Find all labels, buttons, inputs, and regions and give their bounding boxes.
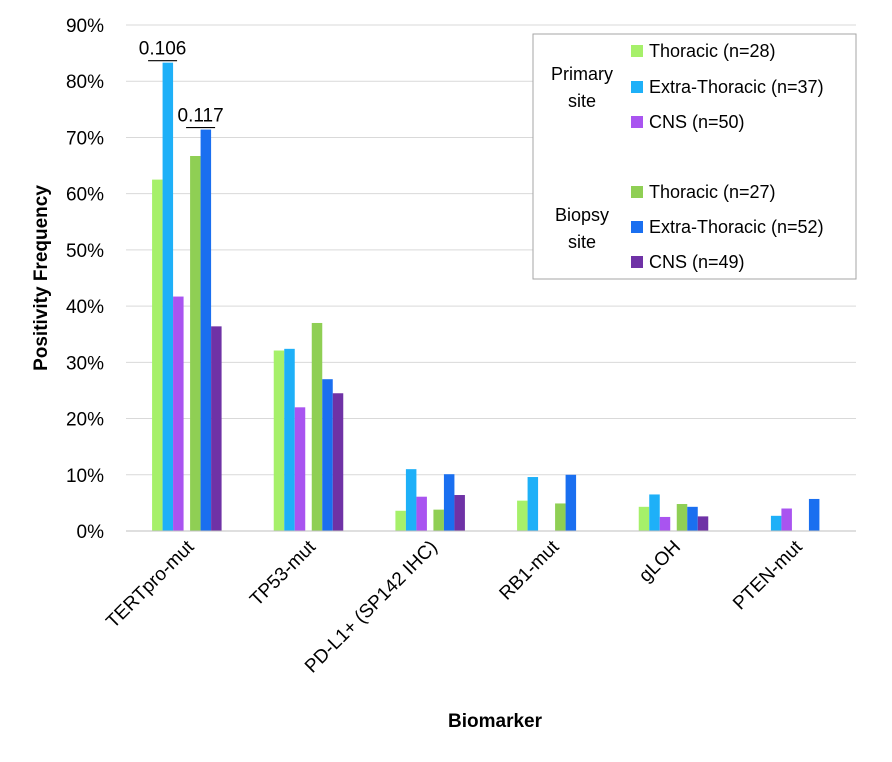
legend-label: Thoracic (n=27) (649, 182, 776, 202)
y-tick-label: 40% (66, 297, 104, 318)
y-tick-labels: 0% 10% 20% 30% 40% 50% 60% 70% 80% 90% (66, 16, 104, 543)
legend-swatch (631, 45, 643, 57)
bar (190, 155, 201, 531)
bar (284, 348, 295, 531)
x-axis-title: Biomarker (448, 711, 543, 732)
bar (173, 296, 184, 531)
gridlines (126, 24, 856, 476)
legend: Primary site Biopsy site Thoracic (n=28) Ext… (532, 33, 857, 280)
bar (649, 494, 660, 531)
legend-group-label: Biopsy (555, 205, 609, 225)
bar (555, 503, 566, 531)
legend-label: Thoracic (n=28) (649, 41, 776, 61)
bar (162, 62, 174, 532)
x-tick-label: TERTpro-mut (102, 536, 198, 632)
legend-swatch (631, 186, 643, 198)
x-tick-label: PTEN-mut (729, 536, 807, 614)
bar (395, 510, 406, 531)
y-axis-title: Positivity Frequency (31, 185, 52, 371)
bar (416, 496, 427, 531)
legend-swatch (631, 81, 643, 93)
x-tick-label: RB1-mut (496, 536, 564, 604)
bar (152, 179, 163, 531)
y-tick-label: 0% (77, 522, 105, 543)
bar (659, 516, 671, 531)
legend-swatch (631, 256, 643, 268)
x-tick-label: TP53-mut (246, 536, 320, 610)
y-tick-label: 80% (66, 72, 104, 93)
annotations: 0.106 0.117 (139, 39, 224, 129)
bar (443, 474, 455, 531)
bar (565, 474, 577, 531)
y-tick-label: 90% (66, 16, 104, 37)
legend-group-label: site (568, 232, 596, 252)
bar (273, 350, 285, 531)
bar (405, 469, 417, 531)
bar (200, 129, 212, 531)
legend-swatch (631, 116, 643, 128)
bar (527, 477, 539, 531)
bar (294, 407, 306, 531)
y-tick-label: 20% (66, 410, 104, 431)
legend-label: CNS (n=49) (649, 252, 745, 272)
legend-label: CNS (n=50) (649, 112, 745, 132)
legend-box (532, 33, 857, 280)
legend-group-label: site (568, 91, 596, 111)
legend-swatch (631, 221, 643, 233)
legend-group-label: Primary (551, 64, 613, 84)
bar (676, 504, 688, 531)
bar (687, 506, 698, 531)
x-tick-label: gLOH (635, 537, 685, 587)
bar (770, 515, 782, 531)
bar (211, 326, 222, 531)
annotation-label: 0.117 (178, 106, 224, 127)
bar (433, 509, 444, 531)
bar (808, 498, 820, 531)
bar (332, 393, 344, 531)
y-tick-label: 10% (66, 466, 104, 487)
bar (311, 322, 323, 531)
bar (697, 516, 709, 531)
bars (152, 62, 820, 532)
bar (454, 495, 465, 531)
bar (638, 506, 650, 531)
y-tick-label: 30% (66, 353, 104, 374)
legend-label: Extra-Thoracic (n=52) (649, 217, 824, 237)
legend-label: Extra-Thoracic (n=37) (649, 77, 824, 97)
bar (781, 508, 792, 531)
y-tick-label: 50% (66, 241, 104, 262)
y-tick-label: 60% (66, 185, 104, 206)
annotation-label: 0.106 (139, 39, 187, 60)
y-tick-label: 70% (66, 128, 104, 149)
x-tick-label: PD-L1+ (SP142 IHC) (301, 537, 442, 678)
bar (517, 500, 528, 531)
bar (322, 379, 333, 531)
